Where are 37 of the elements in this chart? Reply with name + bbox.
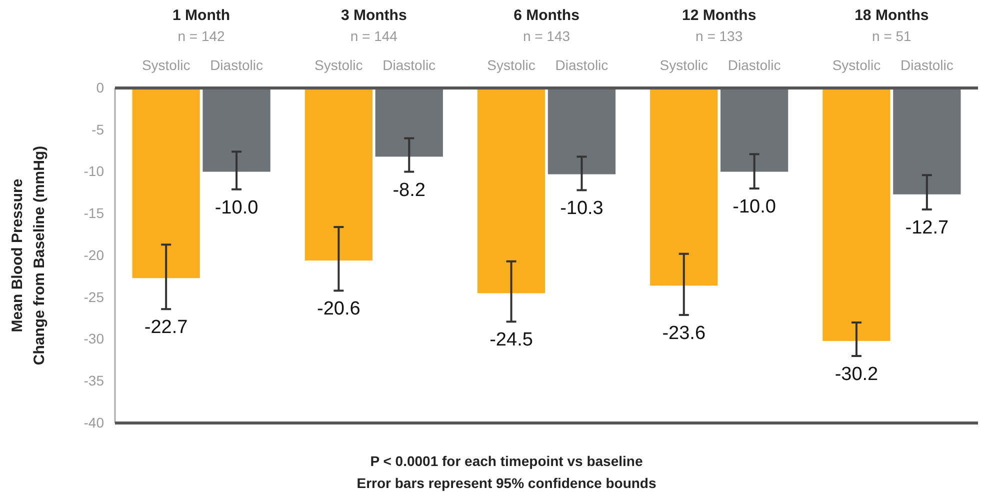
data-label: -12.7 — [905, 217, 949, 238]
text: P < 0.0001 for each timepoint vs baseline — [370, 453, 643, 469]
x-tick-label: 1 Month n = 142 — [172, 7, 230, 44]
data-label: -10.0 — [214, 197, 258, 218]
x-tick-label: 18 Months n = 51 — [854, 7, 929, 44]
y-tick-label: -15 — [84, 205, 104, 222]
series-label: Diastolic — [210, 57, 263, 73]
y-tick-label: 0 — [96, 79, 104, 96]
y-tick-label: -30 — [84, 330, 104, 347]
y-axis-title: Mean Blood Pressure Change from Baseline (mmHg) — [9, 146, 48, 366]
text: Systolic — [832, 57, 881, 73]
y-tick-label: -5 — [92, 121, 104, 138]
text: Diastolic — [900, 57, 954, 73]
text: Systolic — [314, 57, 363, 73]
x-tick-label: 6 Months n = 143 — [514, 7, 580, 44]
data-label: -10.3 — [560, 198, 604, 220]
series-label: Systolic — [142, 57, 190, 73]
text: Systolic — [487, 57, 536, 73]
text: Diastolic — [382, 57, 436, 73]
data-label: -22.7 — [144, 317, 188, 338]
y-tick-label: -10 — [84, 163, 104, 180]
data-label: -23.6 — [662, 322, 706, 344]
x-tick-label: 12 Months n = 133 — [682, 7, 756, 44]
x-tick-label: 3 Months n = 144 — [340, 7, 407, 44]
text: Diastolic — [728, 57, 781, 73]
text: Systolic — [660, 57, 708, 73]
data-label: -10.0 — [732, 196, 776, 218]
text: Diastolic — [555, 57, 608, 73]
y-tick-label: -40 — [84, 414, 104, 430]
data-label: -20.6 — [317, 298, 360, 320]
data-label: -24.5 — [490, 330, 533, 351]
text: Error bars represent 95% confidence bounds — [356, 475, 656, 491]
data-label: -8.2 — [392, 180, 426, 201]
y-tick-label: -20 — [84, 246, 104, 263]
y-tick-label: -35 — [84, 372, 104, 389]
data-label: -30.2 — [834, 364, 878, 385]
y-tick-label: -25 — [84, 288, 104, 305]
